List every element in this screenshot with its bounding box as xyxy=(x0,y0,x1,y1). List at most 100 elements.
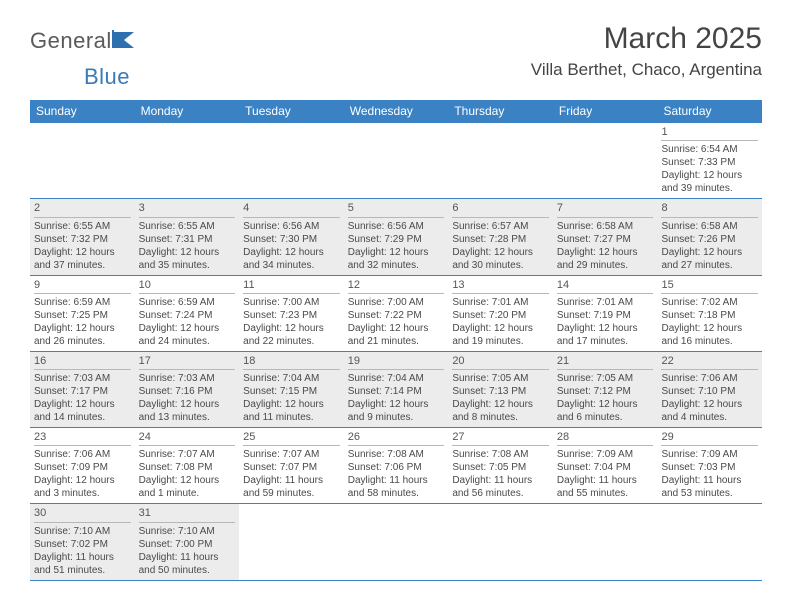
calendar-day xyxy=(657,504,762,579)
sunrise-text: Sunrise: 7:06 AM xyxy=(34,448,131,461)
day-number: 6 xyxy=(452,202,458,214)
day-number: 4 xyxy=(243,202,249,214)
day-number-row: 27 xyxy=(452,430,549,446)
calendar-week: 23Sunrise: 7:06 AMSunset: 7:09 PMDayligh… xyxy=(30,428,762,504)
day-number-row: 15 xyxy=(661,278,758,294)
sunset-text: Sunset: 7:02 PM xyxy=(34,538,131,551)
sunset-text: Sunset: 7:26 PM xyxy=(661,233,758,246)
sunset-text: Sunset: 7:05 PM xyxy=(452,461,549,474)
daylight-text: Daylight: 11 hours and 56 minutes. xyxy=(452,474,549,500)
calendar-day: 13 Sunrise: 7:01 AMSunset: 7:20 PMDayligh… xyxy=(448,276,553,351)
day-number: 12 xyxy=(348,279,360,291)
sunset-text: Sunset: 7:23 PM xyxy=(243,309,340,322)
calendar-day: 5Sunrise: 6:56 AMSunset: 7:29 PMDaylight… xyxy=(344,199,449,274)
day-number-row: 6 xyxy=(452,201,549,217)
calendar-week: 9Sunrise: 6:59 AMSunset: 7:25 PMDaylight… xyxy=(30,276,762,352)
sunrise-text: Sunrise: 7:02 AM xyxy=(661,296,758,309)
sunrise-text: Sunrise: 7:03 AM xyxy=(34,372,131,385)
weekday-tue: Tuesday xyxy=(239,100,344,123)
calendar-day: 12Sunrise: 7:00 AMSunset: 7:22 PMDayligh… xyxy=(344,276,449,351)
calendar-day xyxy=(135,123,240,198)
calendar-week: 2Sunrise: 6:55 AMSunset: 7:32 PMDaylight… xyxy=(30,199,762,275)
calendar-day: 29Sunrise: 7:09 AMSunset: 7:03 PMDayligh… xyxy=(657,428,762,503)
daylight-text: Daylight: 12 hours and 19 minutes. xyxy=(452,322,549,348)
day-number-row: 18 xyxy=(243,354,340,370)
day-number: 10 xyxy=(139,279,151,291)
day-number: 25 xyxy=(243,431,255,443)
logo-text-blue: Blue xyxy=(84,64,130,89)
calendar-grid: Sunday Monday Tuesday Wednesday Thursday… xyxy=(30,100,762,581)
sunrise-text: Sunrise: 7:01 AM xyxy=(452,296,549,309)
weekday-header-row: Sunday Monday Tuesday Wednesday Thursday… xyxy=(30,100,762,123)
sunrise-text: Sunrise: 6:58 AM xyxy=(557,220,654,233)
day-number: 3 xyxy=(139,202,145,214)
daylight-text: Daylight: 12 hours and 4 minutes. xyxy=(661,398,758,424)
sunrise-text: Sunrise: 6:59 AM xyxy=(34,296,131,309)
calendar-day: 19Sunrise: 7:04 AMSunset: 7:14 PMDayligh… xyxy=(344,352,449,427)
day-number-row: 1 xyxy=(661,125,758,141)
daylight-text: Daylight: 12 hours and 6 minutes. xyxy=(557,398,654,424)
calendar-week: 16Sunrise: 7:03 AMSunset: 7:17 PMDayligh… xyxy=(30,352,762,428)
month-title: March 2025 xyxy=(531,22,762,56)
daylight-text: Daylight: 12 hours and 17 minutes. xyxy=(557,322,654,348)
day-number-row: 13 xyxy=(452,278,549,294)
daylight-text: Daylight: 12 hours and 26 minutes. xyxy=(34,322,131,348)
weekday-fri: Friday xyxy=(553,100,658,123)
sunrise-text: Sunrise: 6:54 AM xyxy=(661,143,758,156)
calendar-day xyxy=(239,504,344,579)
sunrise-text: Sunrise: 7:08 AM xyxy=(452,448,549,461)
day-number-row: 25 xyxy=(243,430,340,446)
sunset-text: Sunset: 7:16 PM xyxy=(139,385,236,398)
sunset-text: Sunset: 7:20 PM xyxy=(452,309,549,322)
calendar-page: General March 2025 Villa Berthet, Chaco,… xyxy=(0,0,792,601)
calendar-day: 23Sunrise: 7:06 AMSunset: 7:09 PMDayligh… xyxy=(30,428,135,503)
calendar-day: 10Sunrise: 6:59 AMSunset: 7:24 PMDayligh… xyxy=(135,276,240,351)
sunset-text: Sunset: 7:25 PM xyxy=(34,309,131,322)
day-number: 19 xyxy=(348,355,360,367)
sunrise-text: Sunrise: 7:00 AM xyxy=(243,296,340,309)
day-number-row: 14 xyxy=(557,278,654,294)
weekday-mon: Monday xyxy=(135,100,240,123)
weekday-sun: Sunday xyxy=(30,100,135,123)
calendar-day: 22Sunrise: 7:06 AMSunset: 7:10 PMDayligh… xyxy=(657,352,762,427)
day-number-row: 7 xyxy=(557,201,654,217)
sunrise-text: Sunrise: 6:57 AM xyxy=(452,220,549,233)
day-number: 1 xyxy=(661,126,667,138)
daylight-text: Daylight: 12 hours and 14 minutes. xyxy=(34,398,131,424)
sunset-text: Sunset: 7:30 PM xyxy=(243,233,340,246)
calendar-day: 30Sunrise: 7:10 AMSunset: 7:02 PMDayligh… xyxy=(30,504,135,579)
sunrise-text: Sunrise: 7:09 AM xyxy=(557,448,654,461)
daylight-text: Daylight: 12 hours and 35 minutes. xyxy=(139,246,236,272)
sunset-text: Sunset: 7:31 PM xyxy=(139,233,236,246)
day-number: 27 xyxy=(452,431,464,443)
daylight-text: Daylight: 12 hours and 34 minutes. xyxy=(243,246,340,272)
daylight-text: Daylight: 12 hours and 24 minutes. xyxy=(139,322,236,348)
calendar-day: 28Sunrise: 7:09 AMSunset: 7:04 PMDayligh… xyxy=(553,428,658,503)
sunset-text: Sunset: 7:13 PM xyxy=(452,385,549,398)
sunset-text: Sunset: 7:08 PM xyxy=(139,461,236,474)
day-number: 30 xyxy=(34,507,46,519)
title-block: March 2025 Villa Berthet, Chaco, Argenti… xyxy=(531,22,762,80)
day-number-row: 8 xyxy=(661,201,758,217)
calendar-day: 18Sunrise: 7:04 AMSunset: 7:15 PMDayligh… xyxy=(239,352,344,427)
logo-text-general: General xyxy=(30,28,112,54)
sunrise-text: Sunrise: 7:00 AM xyxy=(348,296,445,309)
sunset-text: Sunset: 7:04 PM xyxy=(557,461,654,474)
daylight-text: Daylight: 12 hours and 32 minutes. xyxy=(348,246,445,272)
day-number: 15 xyxy=(661,279,673,291)
sunrise-text: Sunrise: 7:09 AM xyxy=(661,448,758,461)
day-number: 31 xyxy=(139,507,151,519)
day-number: 8 xyxy=(661,202,667,214)
sunset-text: Sunset: 7:22 PM xyxy=(348,309,445,322)
day-number: 28 xyxy=(557,431,569,443)
sunset-text: Sunset: 7:07 PM xyxy=(243,461,340,474)
calendar-day: 4Sunrise: 6:56 AMSunset: 7:30 PMDaylight… xyxy=(239,199,344,274)
calendar-day: 3Sunrise: 6:55 AMSunset: 7:31 PMDaylight… xyxy=(135,199,240,274)
day-number: 7 xyxy=(557,202,563,214)
sunrise-text: Sunrise: 7:10 AM xyxy=(34,525,131,538)
sunrise-text: Sunrise: 7:05 AM xyxy=(557,372,654,385)
calendar-day xyxy=(344,504,449,579)
daylight-text: Daylight: 11 hours and 50 minutes. xyxy=(139,551,236,577)
calendar-day: 24Sunrise: 7:07 AMSunset: 7:08 PMDayligh… xyxy=(135,428,240,503)
daylight-text: Daylight: 11 hours and 58 minutes. xyxy=(348,474,445,500)
